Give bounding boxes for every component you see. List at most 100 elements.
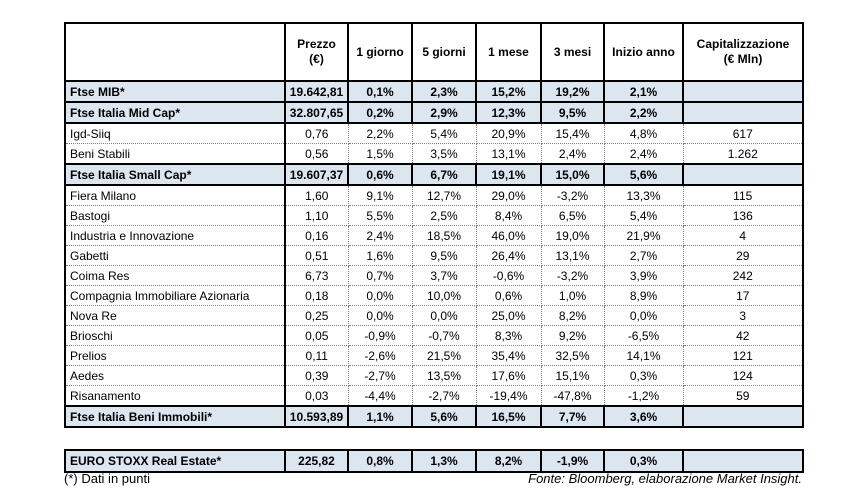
cell-5-giorni: 6,7%	[411, 163, 477, 186]
cell-3-mesi: 1,0%	[540, 285, 605, 306]
table-row-igd-siiq: Igd-Siiq 0,76 2,2% 5,4% 20,9% 15,4% 4,8%…	[64, 122, 804, 144]
cell-name: Gabetti	[64, 245, 286, 266]
cell-3-mesi: 7,7%	[540, 405, 605, 428]
cell-inizio-anno: 2,7%	[603, 245, 684, 266]
table-row-fiera-milano: Fiera Milano 1,60 9,1% 12,7% 29,0% -3,2%…	[64, 184, 804, 206]
cell-3-mesi: 15,0%	[540, 163, 605, 186]
cell-5-giorni: 9,5%	[411, 245, 477, 266]
table-row-bastogi: Bastogi 1,10 5,5% 2,5% 8,4% 6,5% 5,4% 13…	[64, 205, 804, 226]
cell-name: Ftse Italia Mid Cap*	[64, 101, 286, 124]
cell-3-mesi: -3,2%	[540, 265, 605, 286]
cell-1-mese: 12,3%	[475, 101, 542, 124]
cell-inizio-anno: 4,8%	[603, 122, 684, 144]
cell-1-giorno: -2,7%	[347, 365, 413, 386]
cell-5-giorni: -2,7%	[411, 385, 477, 407]
cell-1-mese: 16,5%	[475, 405, 542, 428]
cell-capitalizzazione: 42	[682, 325, 804, 346]
header-row: Prezzo (€) 1 giorno 5 giorni 1 mese 3 me…	[64, 22, 804, 82]
table-row-brioschi: Brioschi 0,05 -0,9% -0,7% 8,3% 9,2% -6,5…	[64, 325, 804, 346]
cell-3-mesi: 19,2%	[540, 80, 605, 103]
cell-capitalizzazione	[682, 80, 804, 103]
table-row-aedes: Aedes 0,39 -2,7% 13,5% 17,6% 15,1% 0,3% …	[64, 365, 804, 386]
cell-3-mesi: 32,5%	[540, 345, 605, 366]
cell-3-mesi: 6,5%	[540, 205, 605, 226]
cell-3-mesi: 9,2%	[540, 325, 605, 346]
cell-inizio-anno: 0,3%	[603, 449, 684, 473]
cell-5-giorni: 2,5%	[411, 205, 477, 226]
cell-capitalizzazione	[682, 449, 804, 473]
cell-prezzo: 0,56	[284, 143, 349, 165]
cell-name: EURO STOXX Real Estate*	[64, 449, 286, 473]
cell-1-giorno: 0,0%	[347, 285, 413, 306]
cell-capitalizzazione: 124	[682, 365, 804, 386]
cell-inizio-anno: 21,9%	[603, 225, 684, 246]
cell-3-mesi: 8,2%	[540, 305, 605, 326]
table-row-ftse-beni-immobili: Ftse Italia Beni Immobili* 10.593,89 1,1…	[64, 405, 804, 428]
cell-5-giorni: 21,5%	[411, 345, 477, 366]
cell-inizio-anno: 0,0%	[603, 305, 684, 326]
cell-3-mesi: 13,1%	[540, 245, 605, 266]
header-1-giorno: 1 giorno	[347, 22, 413, 82]
cell-1-giorno: 0,0%	[347, 305, 413, 326]
cell-1-mese: 17,6%	[475, 365, 542, 386]
cell-1-mese: 13,1%	[475, 143, 542, 165]
cell-5-giorni: 3,5%	[411, 143, 477, 165]
cell-name: Ftse MIB*	[64, 80, 286, 103]
cell-prezzo: 0,76	[284, 122, 349, 144]
cell-1-mese: 0,6%	[475, 285, 542, 306]
cell-capitalizzazione	[682, 405, 804, 428]
cell-inizio-anno: 2,2%	[603, 101, 684, 124]
cell-inizio-anno: 0,3%	[603, 365, 684, 386]
table-header: Prezzo (€) 1 giorno 5 giorni 1 mese 3 me…	[64, 22, 804, 82]
cell-inizio-anno: -1,2%	[603, 385, 684, 407]
cell-1-giorno: 2,4%	[347, 225, 413, 246]
table-row-coima-res: Coima Res 6,73 0,7% 3,7% -0,6% -3,2% 3,9…	[64, 265, 804, 286]
source-attribution: Fonte: Bloomberg, elaborazione Market In…	[528, 471, 802, 486]
cell-inizio-anno: 5,4%	[603, 205, 684, 226]
table-row-industria-e-innovazione: Industria e Innovazione 0,16 2,4% 18,5% …	[64, 225, 804, 246]
cell-1-giorno: 0,1%	[347, 80, 413, 103]
cell-inizio-anno: 2,1%	[603, 80, 684, 103]
cell-1-mese: 8,3%	[475, 325, 542, 346]
cell-name: Bastogi	[64, 205, 286, 226]
cell-capitalizzazione: 4	[682, 225, 804, 246]
cell-capitalizzazione: 3	[682, 305, 804, 326]
cell-prezzo: 19.607,37	[284, 163, 349, 186]
cell-1-giorno: 0,8%	[347, 449, 413, 473]
table-row-prelios: Prelios 0,11 -2,6% 21,5% 35,4% 32,5% 14,…	[64, 345, 804, 366]
cell-3-mesi: 19,0%	[540, 225, 605, 246]
cell-capitalizzazione: 17	[682, 285, 804, 306]
table-row-ftse-mid-cap: Ftse Italia Mid Cap* 32.807,65 0,2% 2,9%…	[64, 101, 804, 124]
cell-1-mese: 35,4%	[475, 345, 542, 366]
cell-prezzo: 0,05	[284, 325, 349, 346]
cell-5-giorni: 13,5%	[411, 365, 477, 386]
cell-5-giorni: 12,7%	[411, 184, 477, 206]
cell-inizio-anno: 8,9%	[603, 285, 684, 306]
cell-1-mese: -0,6%	[475, 265, 542, 286]
cell-inizio-anno: 5,6%	[603, 163, 684, 186]
cell-name: Igd-Siiq	[64, 122, 286, 144]
cell-name: Risanamento	[64, 385, 286, 407]
cell-1-mese: -19,4%	[475, 385, 542, 407]
cell-prezzo: 19.642,81	[284, 80, 349, 103]
cell-capitalizzazione: 59	[682, 385, 804, 407]
cell-name: Industria e Innovazione	[64, 225, 286, 246]
table-row-compagnia-immobiliare-azionaria: Compagnia Immobiliare Azionaria 0,18 0,0…	[64, 285, 804, 306]
table-row-risanamento: Risanamento 0,03 -4,4% -2,7% -19,4% -47,…	[64, 385, 804, 407]
footnote-dati-in-punti: (*) Dati in punti	[64, 471, 150, 486]
cell-3-mesi: 15,1%	[540, 365, 605, 386]
cell-1-giorno: 1,1%	[347, 405, 413, 428]
cell-1-mese: 46,0%	[475, 225, 542, 246]
table-row-ftse-small-cap: Ftse Italia Small Cap* 19.607,37 0,6% 6,…	[64, 163, 804, 186]
cell-name: Fiera Milano	[64, 184, 286, 206]
cell-5-giorni: 2,9%	[411, 101, 477, 124]
cell-1-mese: 8,2%	[475, 449, 542, 473]
cell-inizio-anno: -6,5%	[603, 325, 684, 346]
cell-name: Compagnia Immobiliare Azionaria	[64, 285, 286, 306]
cell-5-giorni: 3,7%	[411, 265, 477, 286]
cell-3-mesi: 2,4%	[540, 143, 605, 165]
cell-5-giorni: 18,5%	[411, 225, 477, 246]
footer: (*) Dati in punti Fonte: Bloomberg, elab…	[64, 471, 802, 486]
cell-1-giorno: 5,5%	[347, 205, 413, 226]
